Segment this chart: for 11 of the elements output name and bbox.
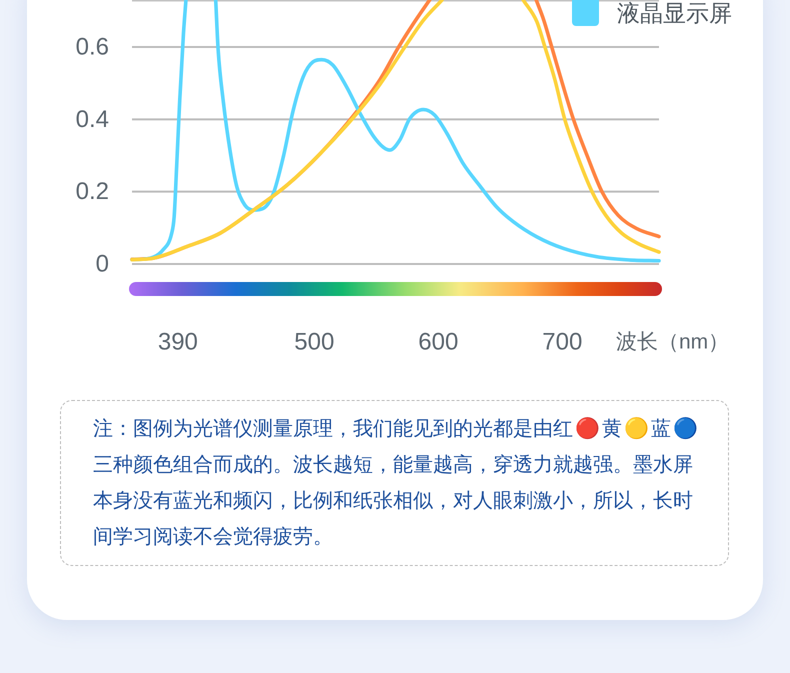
x-tick-label: 600 — [418, 328, 458, 356]
x-tick-label: 390 — [158, 328, 198, 356]
y-tick-label: 0.2 — [76, 178, 109, 206]
x-axis-title: 波长（nm） — [616, 330, 730, 354]
x-tick-label: 700 — [542, 328, 582, 356]
y-tick-label: 0.6 — [76, 34, 109, 61]
y-tick-label: 0.4 — [76, 106, 109, 133]
y-tick-label: 0 — [96, 250, 109, 278]
x-tick-label: 500 — [294, 328, 334, 356]
text: 注：图例为光谱仪测量原理，我们能见到的光都是由红🔴黄🟡蓝🔵三种颜色组合而成的。波长越短，能量越高，穿透力就越强。墨水屏本身没有蓝光和频闪，比例和纸张相似，对人眼刺激小，所以，长时间学习阅读不会觉得疲劳。 — [93, 416, 698, 548]
legend-label: 液晶显示屏 — [617, 0, 732, 26]
